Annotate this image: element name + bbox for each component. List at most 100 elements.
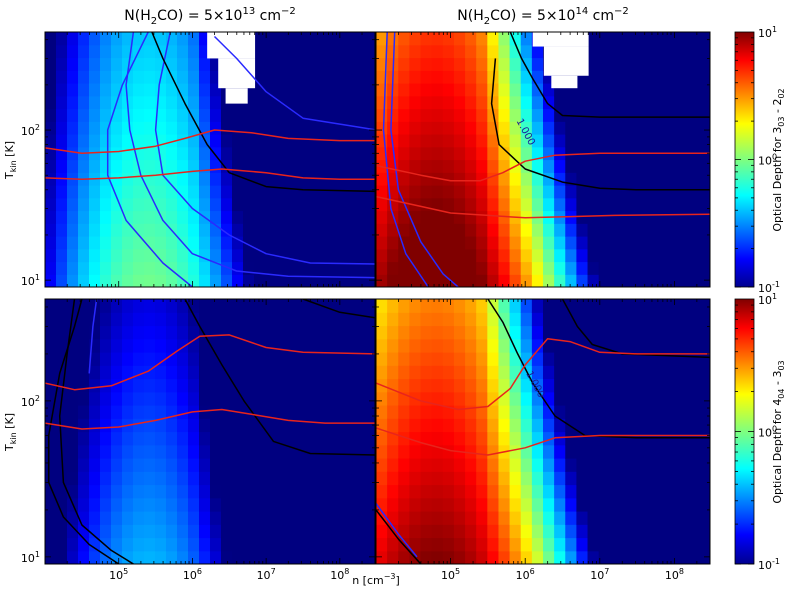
heatmap-cell xyxy=(265,352,277,366)
heatmap-cell xyxy=(353,70,365,84)
heatmap-cell xyxy=(364,44,375,59)
heatmap-cell xyxy=(309,197,321,212)
heatmap-cell xyxy=(531,57,544,71)
heatmap-cell xyxy=(609,57,622,71)
heatmap-cell xyxy=(498,497,511,512)
heatmap-cell xyxy=(331,83,343,97)
heatmap-cell xyxy=(465,57,477,71)
heatmap-cell xyxy=(487,378,500,393)
heatmap-cell xyxy=(609,338,622,353)
heatmap-cell xyxy=(276,134,288,148)
heatmap-cell xyxy=(309,511,321,525)
heatmap-cell xyxy=(342,95,354,110)
heatmap-cell xyxy=(431,391,444,406)
heatmap-cell xyxy=(122,44,134,59)
heatmap-cell xyxy=(609,537,622,552)
heatmap-cell xyxy=(587,210,600,224)
heatmap-cell xyxy=(587,431,600,446)
heatmap-cell xyxy=(122,185,134,199)
heatmap-cell xyxy=(100,197,112,212)
heatmap-cell xyxy=(576,210,589,224)
heatmap-cell xyxy=(199,223,211,237)
heatmap-cell xyxy=(465,134,477,148)
heatmap-cell xyxy=(320,537,332,552)
heatmap-cell xyxy=(78,312,90,327)
heatmap-cell xyxy=(265,550,277,564)
heatmap-cell xyxy=(144,83,156,97)
heatmap-cell xyxy=(342,524,354,539)
heatmap-cell xyxy=(543,537,555,552)
heatmap-cell xyxy=(177,83,189,97)
heatmap-cell xyxy=(298,497,310,512)
heatmap-cell xyxy=(442,134,455,148)
heatmap-cell xyxy=(442,458,455,472)
heatmap-cell xyxy=(221,471,233,486)
heatmap-cell xyxy=(498,57,511,71)
heatmap-cell xyxy=(453,431,466,446)
heatmap-cell xyxy=(276,197,288,212)
heatmap-cell xyxy=(465,44,477,59)
heatmap-cell xyxy=(632,524,644,539)
heatmap-cell xyxy=(221,108,233,122)
heatmap-cell xyxy=(442,185,455,199)
heatmap-cell xyxy=(531,537,544,552)
heatmap-cell xyxy=(420,458,433,472)
heatmap-cell xyxy=(166,159,178,173)
heatmap-cell xyxy=(133,325,145,340)
heatmap-cell xyxy=(166,108,178,122)
heatmap-cell xyxy=(609,471,622,486)
heatmap-cell xyxy=(465,197,477,212)
heatmap-cell xyxy=(67,365,79,380)
heatmap-cell xyxy=(45,511,57,525)
heatmap-cell xyxy=(576,524,589,539)
heatmap-cell xyxy=(232,378,244,393)
heatmap-cell xyxy=(265,391,277,406)
heatmap-cell xyxy=(431,95,444,110)
heatmap-cell xyxy=(232,418,244,433)
heatmap-cell xyxy=(155,418,167,433)
heatmap-cell xyxy=(665,325,678,340)
heatmap-cell xyxy=(576,274,589,287)
heatmap-cell xyxy=(188,497,200,512)
heatmap-cell xyxy=(67,484,79,499)
heatmap-cell xyxy=(565,312,577,327)
heatmap-cell xyxy=(188,159,200,173)
heatmap-cell xyxy=(177,458,189,472)
heatmap-cell xyxy=(687,134,700,148)
heatmap-cell xyxy=(309,405,321,419)
heatmap-cell xyxy=(676,223,689,237)
heatmap-cell xyxy=(265,325,277,340)
heatmap-cell xyxy=(465,223,477,237)
heatmap-cell xyxy=(287,338,299,353)
heatmap-cell xyxy=(665,70,678,84)
heatmap-cell xyxy=(620,391,633,406)
heatmap-cell xyxy=(543,471,555,486)
heatmap-cell xyxy=(698,185,710,199)
heatmap-cell xyxy=(221,338,233,353)
heatmap-cell xyxy=(665,44,678,59)
heatmap-cell xyxy=(364,95,375,110)
heatmap-cell xyxy=(465,391,477,406)
panel-frame xyxy=(44,298,376,565)
heatmap-cell xyxy=(111,134,123,148)
heatmap-cell xyxy=(509,223,522,237)
heatmap-cell xyxy=(698,338,710,353)
heatmap-cell xyxy=(543,134,555,148)
heatmap-cell xyxy=(89,391,101,406)
heatmap-cell xyxy=(698,32,710,46)
heatmap-cell xyxy=(598,524,611,539)
heatmap-cell xyxy=(144,172,156,186)
heatmap-cell xyxy=(67,146,79,161)
heatmap-cell xyxy=(45,223,57,237)
heatmap-cell xyxy=(531,511,544,525)
heatmap-cell xyxy=(498,32,511,46)
heatmap-cell xyxy=(531,325,544,340)
heatmap-cell xyxy=(265,121,277,135)
heatmap-cell xyxy=(320,524,332,539)
heatmap-cell xyxy=(576,431,589,446)
heatmap-cell xyxy=(465,378,477,393)
heatmap-cell xyxy=(665,95,678,110)
heatmap-cell xyxy=(133,458,145,472)
heatmap-cell xyxy=(122,274,134,287)
heatmap-cell xyxy=(342,312,354,327)
